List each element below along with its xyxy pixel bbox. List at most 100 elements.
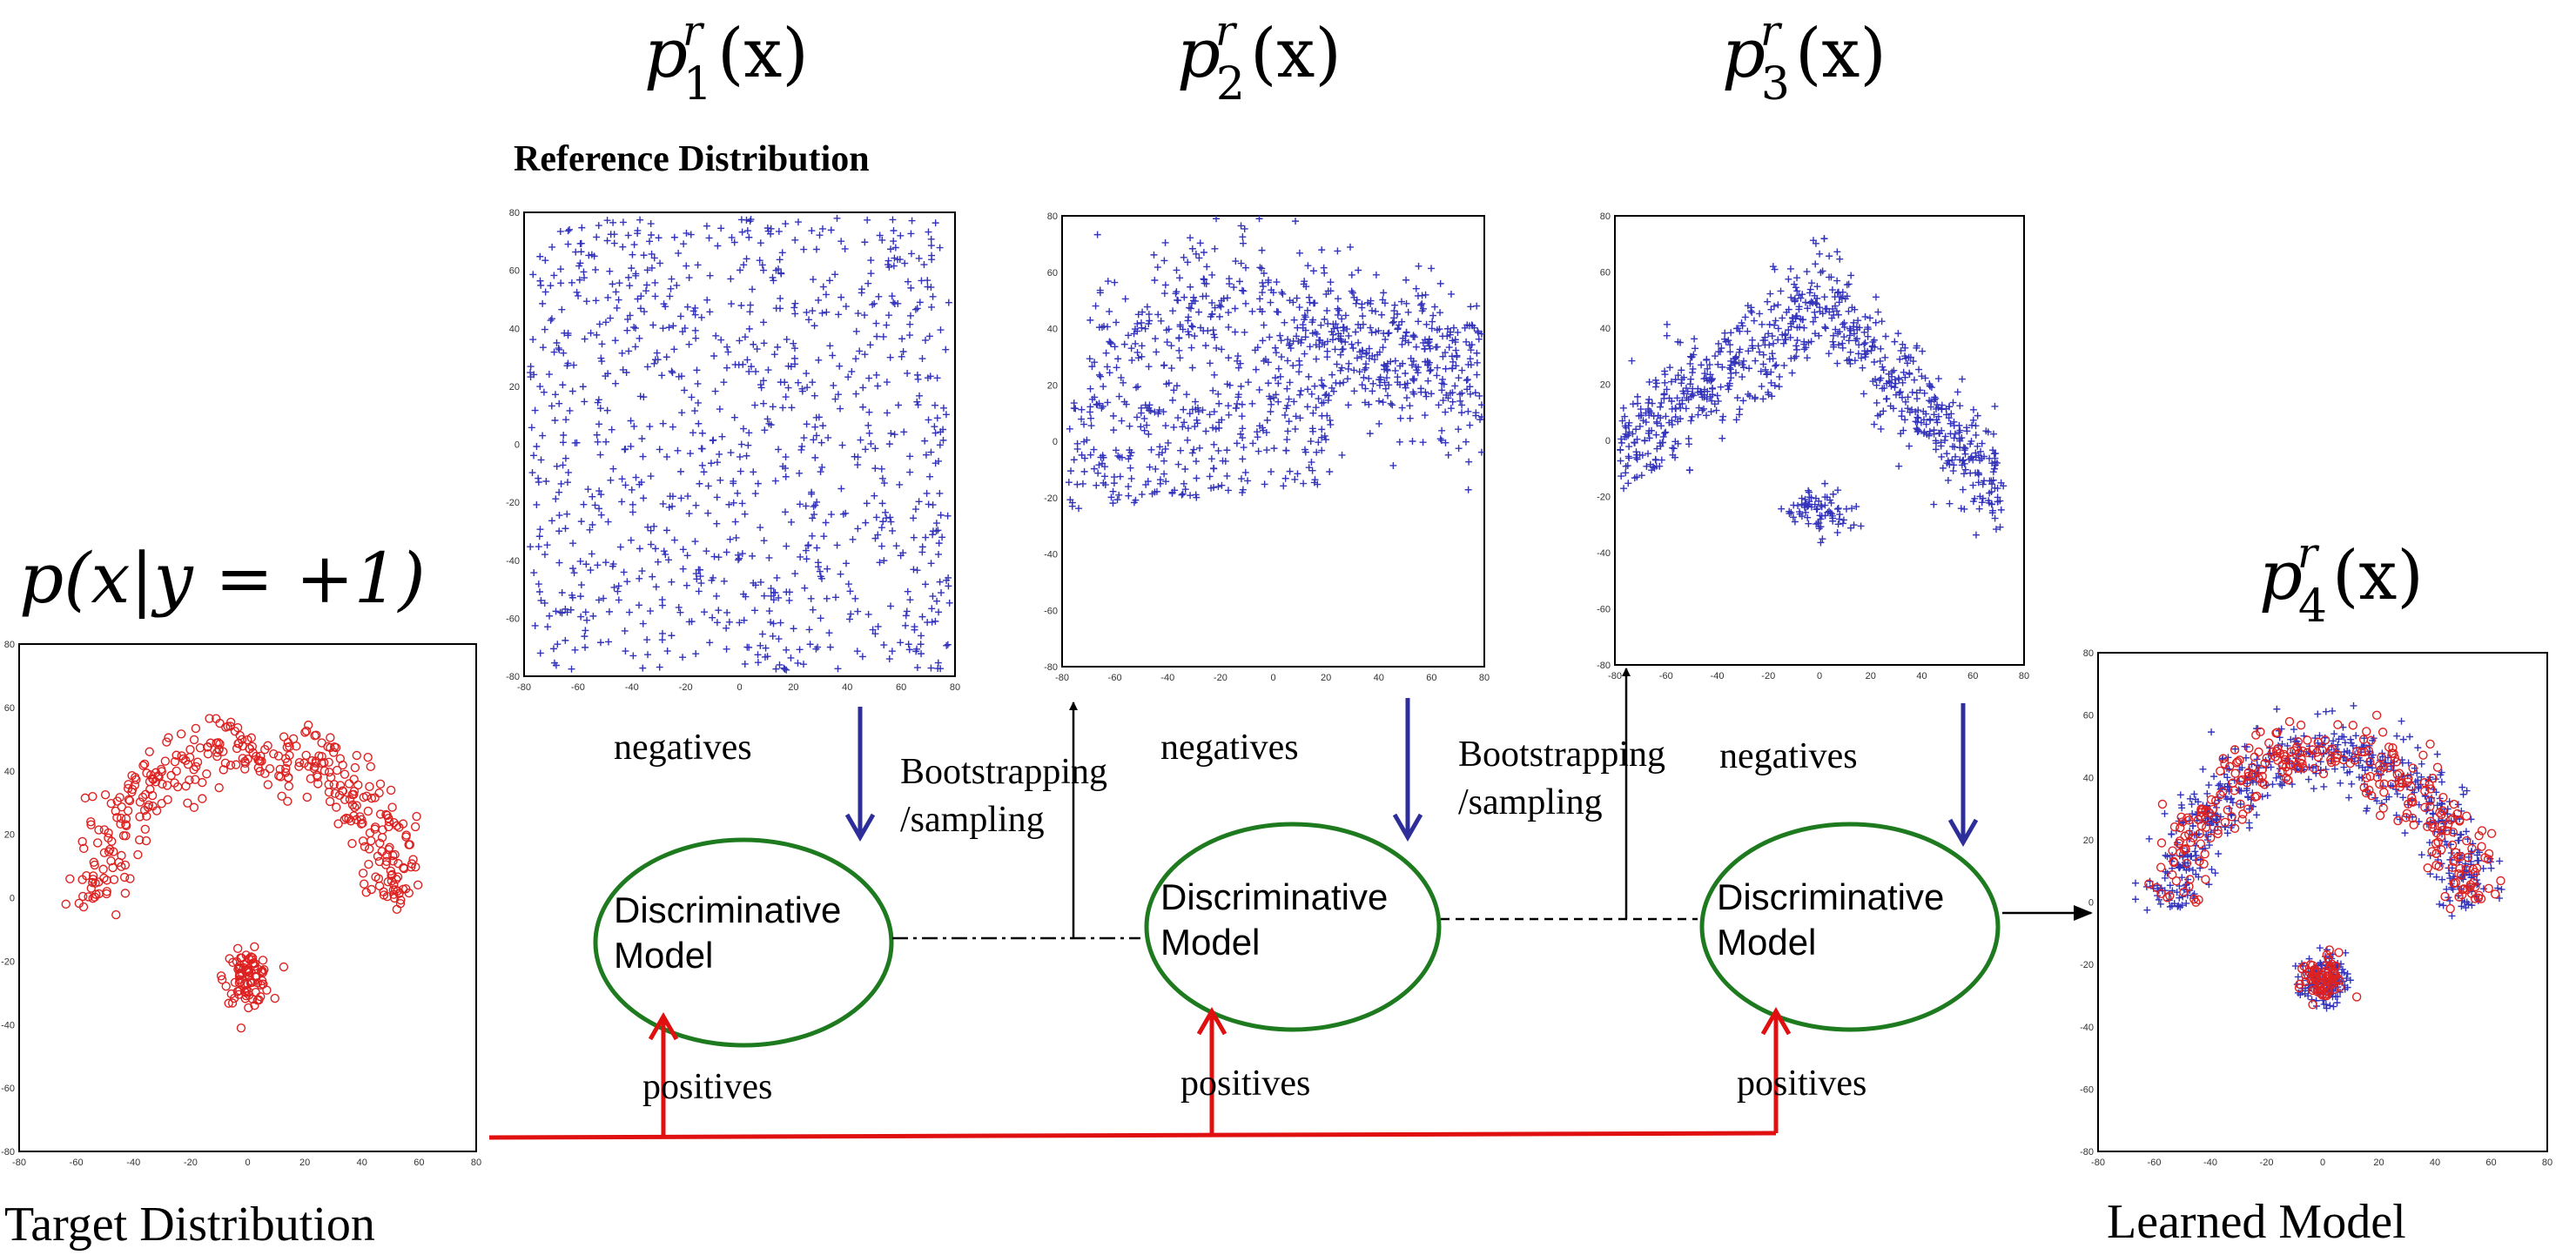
- negative-sample-point: [1477, 413, 1485, 421]
- negative-sample-point: [693, 366, 701, 374]
- negative-sample-point: [676, 608, 684, 616]
- positive-sample-point: [191, 723, 201, 734]
- negative-sample-point: [1160, 290, 1168, 298]
- negative-sample-point: [545, 371, 553, 379]
- positive-sample-point: [2467, 843, 2477, 854]
- negative-sample-point: [923, 489, 931, 497]
- negative-sample-point: [1225, 411, 1233, 419]
- negative-sample-point: [1841, 295, 1849, 303]
- negative-sample-point: [1086, 355, 1093, 363]
- negative-sample-point: [715, 554, 723, 561]
- negative-sample-point: [2185, 816, 2193, 824]
- negative-sample-point: [2272, 774, 2280, 782]
- positive-sample-point: [2184, 815, 2194, 825]
- negative-sample-point: [1679, 387, 1687, 395]
- negative-sample-point: [1804, 305, 1812, 312]
- negative-sample-point: [2223, 774, 2231, 782]
- negative-sample-point: [1845, 337, 1853, 345]
- negative-sample-point: [1913, 425, 1920, 433]
- negative-sample-point: [1398, 404, 1406, 412]
- negative-sample-point: [1165, 379, 1173, 387]
- negative-sample-point: [1979, 480, 1987, 488]
- negative-sample-point: [1083, 436, 1091, 444]
- positive-sample-point: [123, 783, 133, 794]
- negative-sample-point: [562, 416, 570, 424]
- positive-sample-point: [2362, 773, 2371, 782]
- negative-sample-point: [1241, 225, 1248, 232]
- negative-sample-point: [1471, 389, 1479, 397]
- negative-sample-point: [1851, 305, 1859, 313]
- positive-sample-point: [189, 765, 198, 775]
- negative-sample-point: [1436, 325, 1443, 333]
- negative-sample-point: [1968, 421, 1976, 429]
- positive-sample-point: [2455, 815, 2465, 825]
- negative-sample-point: [678, 409, 686, 417]
- negative-sample-point: [1818, 503, 1826, 511]
- negative-sample-point: [770, 588, 777, 596]
- y-tick-label: -60: [2080, 1084, 2094, 1095]
- negative-sample-point: [1974, 479, 1982, 487]
- positive-sample-point: [2176, 812, 2186, 822]
- positive-sample-point: [2194, 895, 2203, 905]
- negative-sample-point: [1874, 412, 1882, 419]
- positive-sample-point: [91, 878, 100, 888]
- negative-sample-point: [1442, 408, 1449, 416]
- x-tick-label: 20: [1321, 673, 1331, 683]
- negative-sample-point: [805, 316, 813, 324]
- negative-sample-point: [1151, 488, 1159, 496]
- negative-sample-point: [1806, 500, 1813, 508]
- negative-sample-point: [622, 446, 629, 453]
- negative-sample-point: [2297, 991, 2304, 999]
- negative-sample-point: [1385, 381, 1393, 389]
- negative-sample-point: [594, 399, 602, 406]
- negative-sample-point: [865, 429, 873, 437]
- negative-sample-point: [1348, 340, 1355, 348]
- x-tick-label: 0: [1270, 673, 1275, 683]
- negative-sample-point: [612, 379, 620, 387]
- negative-sample-point: [906, 320, 914, 328]
- negative-sample-point: [1409, 375, 1416, 383]
- negative-sample-point: [1087, 414, 1095, 422]
- negative-sample-point: [918, 277, 925, 285]
- negative-sample-point: [670, 233, 678, 241]
- negative-sample-point: [1310, 299, 1318, 307]
- positive-sample-point: [2244, 743, 2254, 753]
- positive-sample-point: [2227, 812, 2236, 822]
- negative-sample-point: [1318, 446, 1326, 454]
- positive-sample-point: [82, 870, 91, 881]
- negative-sample-point: [1081, 454, 1089, 462]
- positive-sample-point: [340, 815, 349, 824]
- x-tick-label: -40: [2203, 1158, 2217, 1168]
- negative-sample-point: [1745, 347, 1752, 355]
- negative-sample-point: [669, 369, 676, 377]
- negative-sample-point: [1467, 361, 1475, 369]
- negative-sample-point: [1410, 390, 1418, 398]
- negative-sample-point: [1467, 390, 1474, 398]
- positive-sample-point: [2195, 856, 2204, 866]
- negative-sample-point: [676, 467, 684, 475]
- negative-sample-point: [784, 384, 792, 392]
- negative-sample-point: [1113, 319, 1120, 326]
- negative-sample-point: [1348, 271, 1355, 279]
- positive-sample-point: [2237, 815, 2247, 824]
- negative-sample-point: [630, 422, 638, 430]
- negative-sample-point: [1264, 279, 1272, 286]
- negative-sample-point: [1792, 342, 1800, 350]
- negative-sample-point: [747, 216, 755, 224]
- negative-sample-point: [630, 324, 638, 332]
- positive-sample-point: [307, 755, 317, 766]
- negative-sample-point: [1732, 352, 1740, 360]
- negative-sample-point: [610, 239, 618, 247]
- negative-sample-point: [918, 650, 925, 658]
- negative-sample-point: [1363, 349, 1370, 357]
- negative-sample-point: [1208, 299, 1216, 306]
- negative-sample-point: [684, 493, 692, 500]
- negative-sample-point: [555, 344, 562, 352]
- positive-sample-point: [252, 978, 263, 988]
- negative-sample-point: [901, 259, 909, 267]
- x-tick-label: -20: [2260, 1158, 2274, 1168]
- positive-sample-point: [111, 909, 121, 920]
- negative-sample-point: [833, 214, 841, 222]
- negative-sample-point: [1897, 430, 1905, 438]
- negative-sample-point: [1941, 436, 1949, 444]
